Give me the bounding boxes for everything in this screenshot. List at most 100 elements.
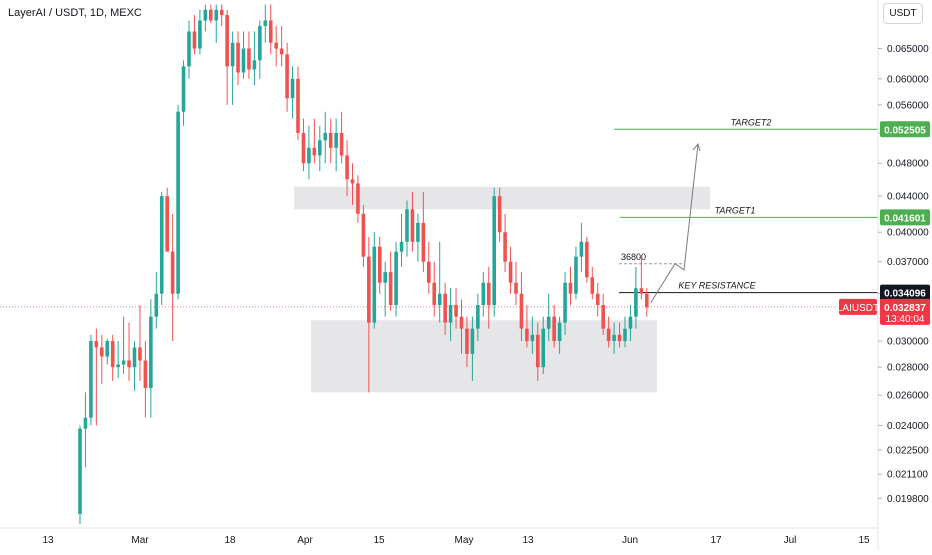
- candle-body: [585, 241, 589, 278]
- x-tick-label: 17: [710, 535, 722, 546]
- candle-body: [247, 48, 251, 70]
- x-tick-label: 13: [522, 535, 534, 546]
- candle-body: [590, 277, 595, 294]
- countdown-label: 13:40:04: [886, 314, 925, 325]
- candle-body: [268, 20, 273, 43]
- y-tick-label: 0.028000: [887, 363, 929, 374]
- candle-body: [399, 241, 404, 252]
- candle-body: [100, 347, 104, 357]
- candle-body: [290, 78, 295, 99]
- candle-body: [443, 293, 447, 323]
- x-tick-label: May: [455, 535, 474, 546]
- candle-body: [519, 293, 524, 329]
- candle-body: [634, 288, 638, 317]
- y-tick-label: 0.060000: [887, 74, 929, 85]
- resistance-zone: [294, 186, 710, 210]
- candle-body: [334, 132, 338, 148]
- candle-body: [530, 334, 535, 342]
- candle-body: [296, 78, 300, 133]
- y-tick-label: 0.065000: [887, 44, 929, 55]
- candle-body: [492, 196, 496, 306]
- candle-body: [639, 288, 644, 294]
- candle-body: [601, 305, 605, 329]
- price-axis-bg: [878, 0, 932, 550]
- y-tick-label: 0.044000: [887, 192, 929, 203]
- candle-body: [203, 9, 208, 21]
- candle-body: [427, 261, 431, 283]
- candle-body: [541, 328, 546, 368]
- key-resistance-price-label: 0.034096: [884, 289, 926, 300]
- candle-body: [149, 316, 153, 389]
- x-tick-label: 15: [373, 535, 385, 546]
- candle-body: [465, 328, 469, 354]
- candle-body: [574, 256, 578, 294]
- candle-body: [209, 9, 213, 21]
- candle-body: [377, 246, 382, 283]
- currency-button[interactable]: USDT: [883, 3, 923, 24]
- candle-body: [514, 282, 518, 294]
- candle-body: [568, 282, 573, 294]
- candle-body: [356, 183, 360, 214]
- candle-body: [105, 341, 110, 357]
- target1-price-label-bg: [880, 209, 930, 226]
- chart-title: LayerAI / USDT, 1D, MEXC: [6, 7, 144, 19]
- candle-body: [307, 147, 311, 164]
- candle-body: [187, 31, 191, 67]
- candle-body: [628, 316, 633, 329]
- y-tick-label: 0.037000: [887, 257, 929, 268]
- candle-body: [454, 305, 458, 317]
- candle-body: [459, 316, 464, 329]
- candle-body: [159, 196, 164, 294]
- y-tick-label: 0.026000: [887, 391, 929, 402]
- projection-path: [650, 143, 699, 303]
- candle-body: [345, 155, 349, 180]
- y-tick-label: 0.019800: [887, 494, 929, 505]
- candle-body: [176, 111, 180, 294]
- candle-body: [432, 282, 437, 306]
- y-tick-label: 0.022500: [887, 445, 929, 456]
- candle-body: [219, 9, 224, 16]
- candle-body: [350, 179, 355, 184]
- x-tick-label: 15: [858, 535, 870, 546]
- x-tick-label: Jul: [784, 535, 797, 546]
- candle-body: [301, 132, 306, 164]
- current-price-label-bg: [880, 298, 930, 325]
- candle-body: [214, 9, 219, 21]
- candle-body: [481, 282, 486, 306]
- candle-body: [127, 360, 131, 368]
- candle-body: [503, 232, 507, 262]
- candle-body: [416, 222, 420, 242]
- target1-price-label: 0.041601: [884, 213, 926, 224]
- candle-body: [579, 241, 584, 257]
- x-tick-label: Apr: [297, 535, 313, 546]
- candle-body: [645, 293, 649, 308]
- target1-label: TARGET1: [715, 205, 756, 215]
- candle-body: [312, 147, 317, 156]
- candle-body: [279, 48, 284, 55]
- candle-body: [595, 293, 600, 306]
- candle-body: [78, 428, 82, 514]
- candle-body: [323, 132, 328, 141]
- candle-body: [83, 417, 88, 429]
- candle-body: [405, 209, 409, 242]
- candle-body: [623, 328, 627, 342]
- target2-price-label: 0.052505: [884, 125, 926, 136]
- candle-body: [421, 222, 426, 262]
- candle-body: [361, 213, 366, 257]
- candle-body: [497, 196, 502, 233]
- candle-body: [89, 341, 93, 418]
- y-tick-label: 0.056000: [887, 100, 929, 111]
- level-36800-label: 36800: [621, 252, 646, 262]
- candle-body: [138, 347, 142, 361]
- candle-body: [121, 360, 126, 365]
- candles-layer: [78, 4, 649, 524]
- level-layer: TARGET2 TARGET1 KEY RESISTANCE 36800: [0, 117, 878, 308]
- candle-body: [612, 334, 616, 342]
- y-tick-label: 0.030000: [887, 337, 929, 348]
- candle-body: [617, 334, 622, 342]
- candle-body: [94, 341, 99, 348]
- candle-body: [557, 322, 562, 342]
- candle-body: [437, 293, 442, 306]
